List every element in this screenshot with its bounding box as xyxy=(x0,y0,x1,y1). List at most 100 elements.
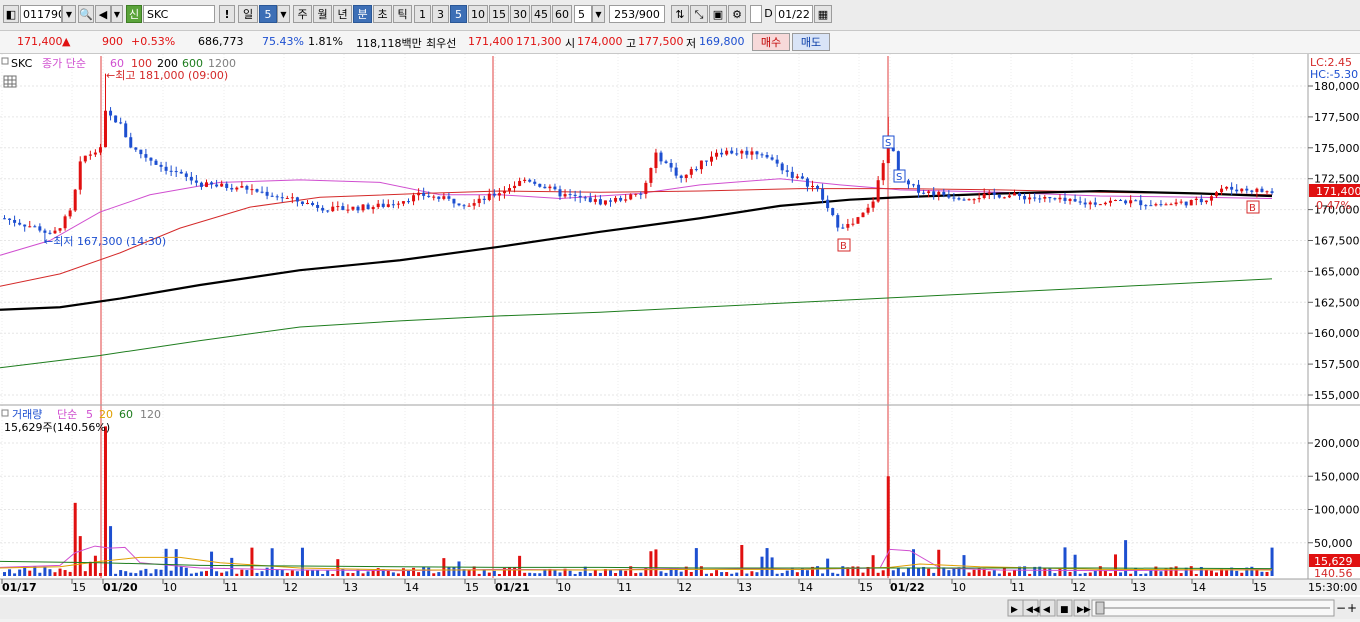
stock-code-input[interactable]: 011790 xyxy=(20,5,62,23)
price-chart-svg[interactable]: 180,000 177,500 175,000 172,500 170,000 167,5… xyxy=(0,54,1360,619)
volume-bar xyxy=(376,568,380,576)
candle-body xyxy=(189,176,193,181)
sell-button[interactable]: 매도 xyxy=(792,33,830,51)
candle-body xyxy=(896,151,900,171)
scroll-nav-button[interactable] xyxy=(1022,599,1039,617)
candle-body xyxy=(3,218,6,220)
interval-5-button[interactable]: 5 xyxy=(450,5,467,23)
period-min-button[interactable]: 분 xyxy=(353,5,372,23)
volume-bar xyxy=(452,567,456,576)
volume-bar xyxy=(674,567,678,576)
zoom-in-button[interactable]: + xyxy=(1347,601,1357,615)
volume-bar xyxy=(331,573,335,576)
period-month-button[interactable]: 월 xyxy=(313,5,332,23)
chart-tool-icon[interactable]: ⇅ xyxy=(671,5,689,23)
interval-dropdown-icon[interactable]: ▼ xyxy=(592,5,605,23)
volume-bar xyxy=(861,572,865,576)
ma600-line xyxy=(0,278,1273,369)
period-year-button[interactable]: 년 xyxy=(333,5,352,23)
interval-10-button[interactable]: 10 xyxy=(468,5,488,23)
period-day-count[interactable]: 5 xyxy=(259,5,277,23)
volume-bar xyxy=(811,566,814,576)
search-icon[interactable]: 🔍 xyxy=(78,5,94,23)
candle-body xyxy=(447,196,451,199)
gear-icon[interactable]: ⚙ xyxy=(728,5,746,23)
x-tick-label: 10 xyxy=(163,581,177,594)
candle-body xyxy=(139,149,143,155)
y-tick-label: 167,500 xyxy=(1314,235,1360,248)
interval-45-button[interactable]: 45 xyxy=(531,5,551,23)
interval-input[interactable]: 5 xyxy=(574,5,592,23)
interval-3-button[interactable]: 3 xyxy=(432,5,449,23)
volume-bar xyxy=(159,569,163,576)
period-day-button[interactable]: 일 xyxy=(238,5,258,23)
volume-bar xyxy=(356,569,360,576)
interval-30-button[interactable]: 30 xyxy=(510,5,530,23)
interval-15-button[interactable]: 15 xyxy=(489,5,509,23)
line-tool-icon[interactable]: ⤡ xyxy=(690,5,708,23)
scroll-nav-button[interactable] xyxy=(1056,599,1073,617)
volume-bar xyxy=(846,567,850,576)
ma200-label: 200 xyxy=(157,57,178,70)
volume-bar xyxy=(1235,570,1239,576)
scroll-nav-button[interactable] xyxy=(1039,599,1056,617)
volume-collapse-icon[interactable] xyxy=(1,409,9,417)
count-field[interactable]: 253/900 xyxy=(609,5,665,23)
x-tick-label: 14 xyxy=(405,581,419,594)
code-dropdown-icon[interactable]: ▼ xyxy=(62,5,76,23)
volume-bar xyxy=(48,569,52,576)
candle-body xyxy=(1038,198,1042,200)
volume-bar xyxy=(982,568,986,576)
period-tick-button[interactable]: 틱 xyxy=(393,5,412,23)
candle-body xyxy=(1114,199,1117,201)
candle-body xyxy=(194,180,198,183)
date-checkbox[interactable] xyxy=(750,5,762,23)
sound-dropdown-icon[interactable]: ▼ xyxy=(111,5,123,23)
volume-bar xyxy=(917,567,921,576)
candle-body xyxy=(1169,204,1173,206)
candle-body xyxy=(1209,196,1213,201)
volume-bar xyxy=(750,571,754,576)
candle-body xyxy=(563,194,567,197)
candle-body xyxy=(13,219,17,223)
period-sec-button[interactable]: 초 xyxy=(373,5,392,23)
calendar-icon[interactable]: ▦ xyxy=(814,5,832,23)
sound-icon[interactable]: ◀ xyxy=(95,5,111,23)
alert-icon[interactable]: ! xyxy=(219,5,235,23)
scroll-nav-button[interactable] xyxy=(1073,599,1090,617)
candle-body xyxy=(93,152,97,155)
volume-bar xyxy=(699,566,703,576)
save-icon[interactable]: ▣ xyxy=(709,5,727,23)
volume-bar xyxy=(1174,566,1178,576)
ma200-line xyxy=(0,189,1273,311)
y-tick-label: 172,500 xyxy=(1314,173,1360,186)
period-dropdown-icon[interactable]: ▼ xyxy=(277,5,290,23)
collapse-icon[interactable] xyxy=(1,57,9,65)
volume-bar xyxy=(462,569,466,576)
candle-body xyxy=(129,137,133,148)
volume-bar xyxy=(1209,570,1213,576)
candle-body xyxy=(83,155,87,162)
chart-area[interactable]: 180,000 177,500 175,000 172,500 170,000 167,5… xyxy=(0,54,1360,619)
interval-1-button[interactable]: 1 xyxy=(414,5,431,23)
volume-bar xyxy=(644,567,648,576)
candle-body xyxy=(972,199,976,201)
candle-body xyxy=(1154,204,1158,206)
period-week-button[interactable]: 주 xyxy=(293,5,312,23)
volume-bar xyxy=(316,570,320,576)
zoom-out-button[interactable]: − xyxy=(1336,601,1346,615)
volume-bar xyxy=(821,573,825,576)
candle-body xyxy=(48,232,52,234)
date-input[interactable]: 01/22 xyxy=(775,5,813,23)
scroll-nav-label: ◀◀ xyxy=(1026,605,1040,615)
table-icon[interactable] xyxy=(3,75,17,88)
buy-button[interactable]: 매수 xyxy=(752,33,790,51)
x-tick-label: 12 xyxy=(284,581,298,594)
menu-icon[interactable]: ◧ xyxy=(3,5,19,23)
zoom-handle[interactable] xyxy=(1095,601,1105,615)
x-tick-label: 01/21 xyxy=(495,581,530,594)
y-tick-label: 170,000 xyxy=(1314,204,1360,217)
volume-bar xyxy=(13,573,17,576)
interval-60-button[interactable]: 60 xyxy=(552,5,572,23)
stock-name-field[interactable]: SKC xyxy=(143,5,215,23)
